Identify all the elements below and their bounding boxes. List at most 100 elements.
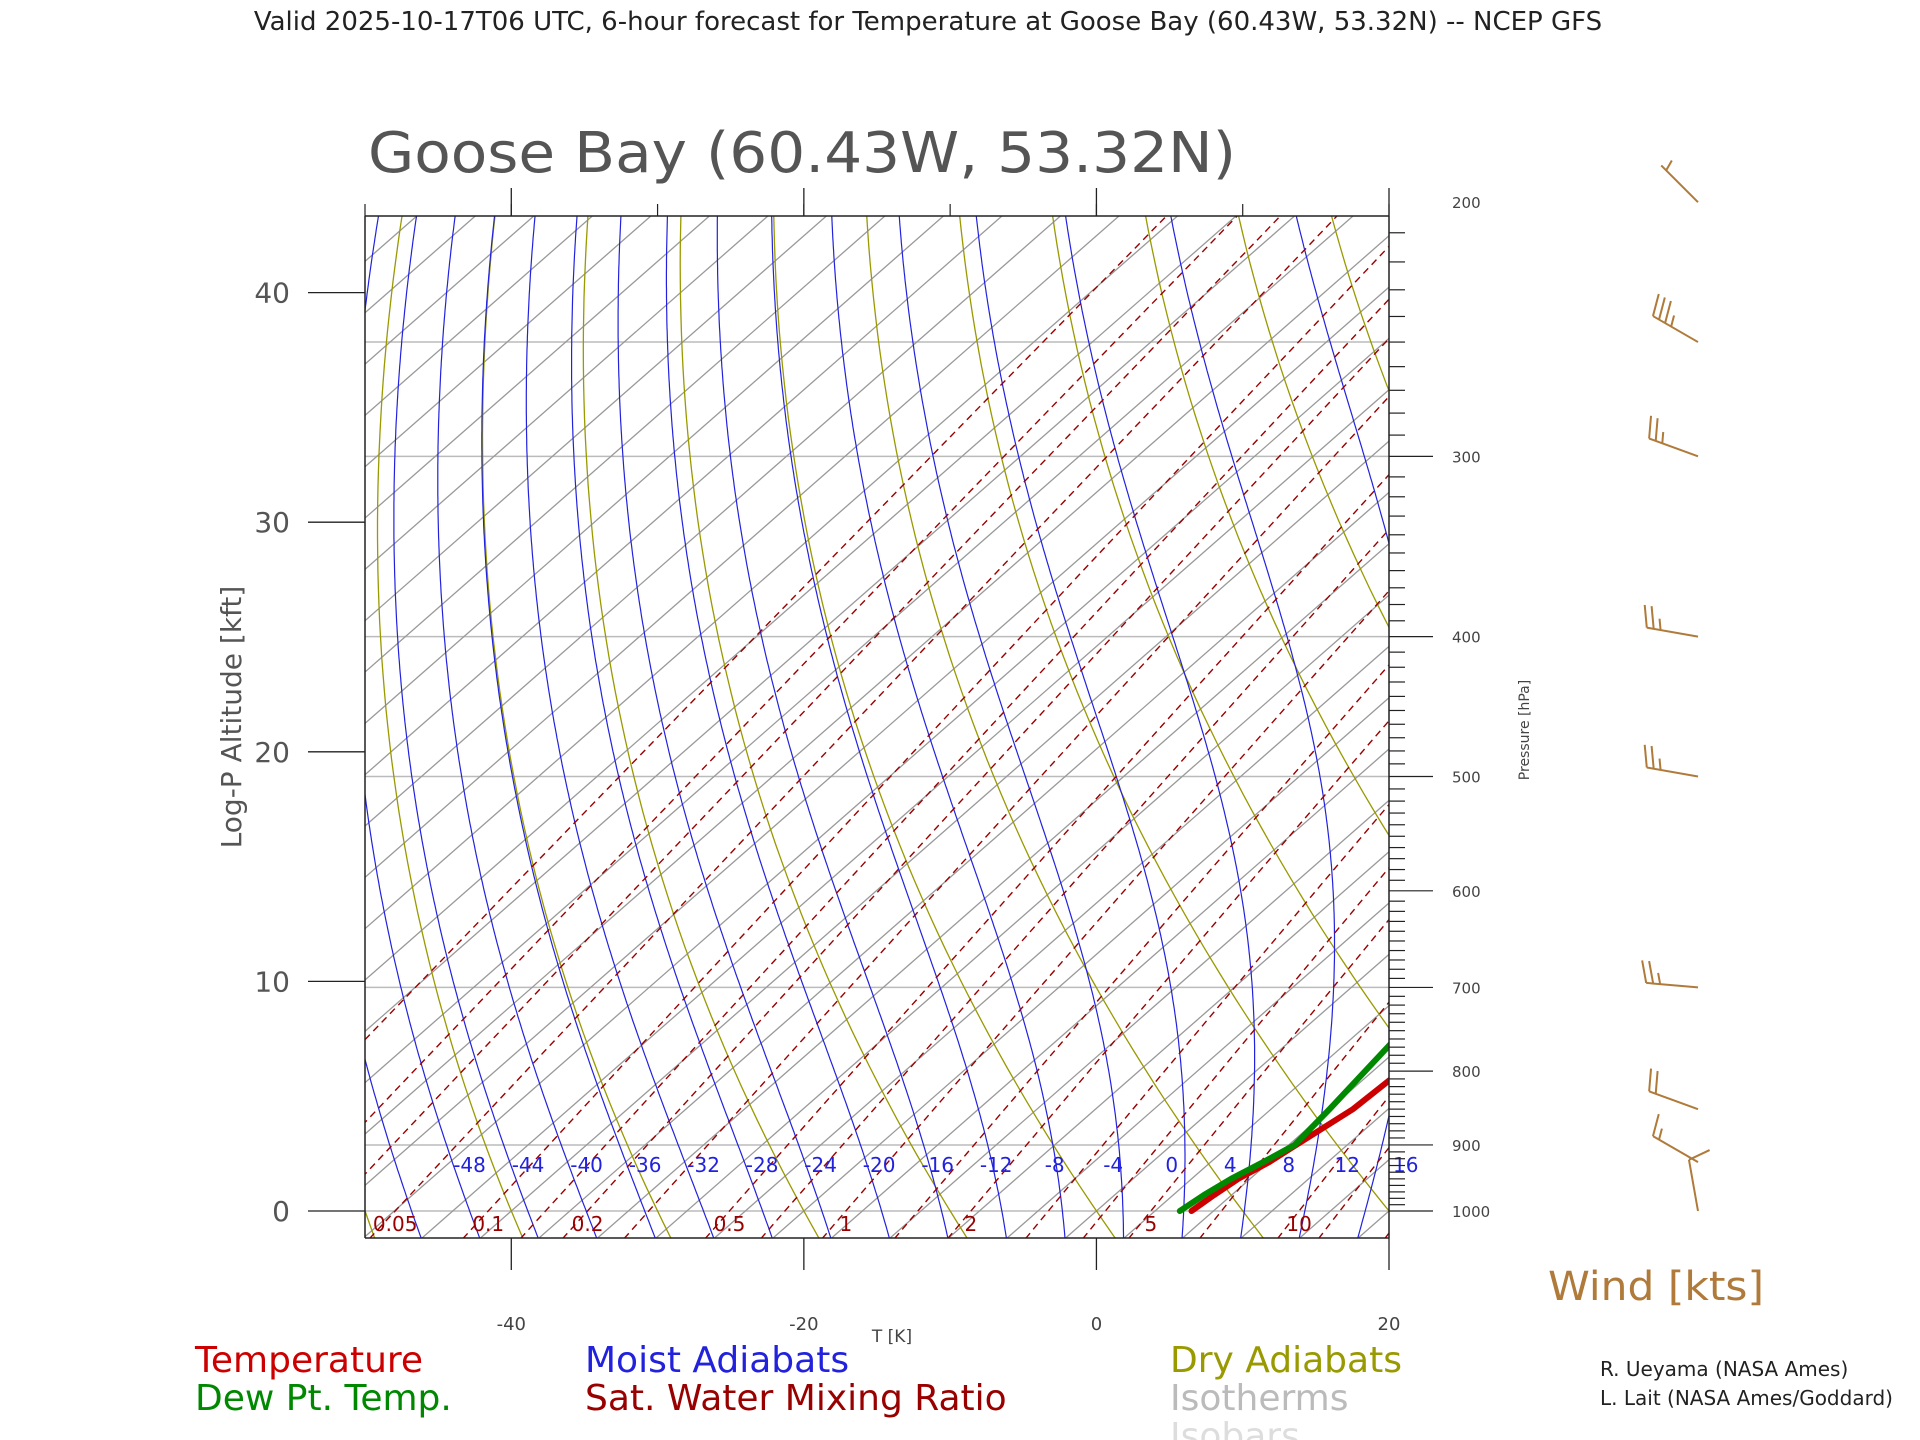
- isotherm-line: [365, 216, 1120, 879]
- wind-barb-half-flag: [1658, 758, 1662, 771]
- wind-barb-half-flag: [1658, 1128, 1663, 1140]
- isotherm-line: [0, 212, 304, 1238]
- dry-adiabat-line: [1887, 212, 1920, 1238]
- wind-barb-flag: [1650, 606, 1655, 629]
- isotherm-line: [365, 216, 1179, 930]
- moist-adiabat-line: [1475, 212, 1665, 1238]
- mixing-ratio-line: [704, 473, 1389, 1238]
- isotherm-line: [421, 388, 1389, 1238]
- pressure-tick-label: 400: [1452, 629, 1481, 647]
- isotherm-tick-label: -44: [512, 1153, 545, 1177]
- isotherm-line: [655, 594, 1389, 1238]
- credit-line-1: R. Ueyama (NASA Ames): [1600, 1357, 1848, 1381]
- mixing-ratio-line: [1082, 866, 1389, 1238]
- mixing-ratio-lines: [365, 212, 1920, 1238]
- isotherm-line: [1533, 212, 1920, 1238]
- moist-adiabat-line: [1650, 212, 1920, 1238]
- wind-barb-shaft: [1652, 315, 1699, 343]
- x-tick-label: 0: [1091, 1314, 1102, 1335]
- dry-adiabat-line: [1702, 212, 1920, 1238]
- isotherm-tick-label: 8: [1282, 1153, 1295, 1177]
- mixing-ratio-tick-label: 2: [965, 1212, 978, 1236]
- y-tick-label: 0: [272, 1195, 290, 1228]
- line-labels: -48 -44 -40 -36 -32 -28 -24 -20 -16 -12 -8 -4 0 4 8 12 1…: [373, 1153, 1419, 1236]
- pressure-tick-label: 900: [1452, 1137, 1481, 1155]
- mixing-ratio-line: [562, 337, 1389, 1238]
- moist-adiabat-line: [771, 216, 1008, 1238]
- pressure-tick-label: 800: [1452, 1063, 1481, 1081]
- isotherm-line: [365, 337, 1389, 1238]
- isotherm-tick-label: 0: [1165, 1153, 1178, 1177]
- isotherm-line: [1357, 1210, 1389, 1238]
- dewpoint-profile: [1176, 1041, 1389, 1214]
- isotherm-tick-label: -20: [863, 1153, 896, 1177]
- moist-adiabat-line: [571, 216, 773, 1238]
- pressure-tick-label: 500: [1452, 769, 1481, 787]
- isotherm-tick-label: -40: [570, 1153, 603, 1177]
- mixing-ratio-line: [1128, 918, 1389, 1238]
- mixing-ratio-line: [947, 719, 1389, 1238]
- dry-adiabat-line: [582, 216, 820, 1238]
- credit-line-2: L. Lait (NASA Ames/Goddard): [1600, 1386, 1893, 1410]
- dry-adiabat-line: [773, 216, 1116, 1238]
- isotherm-line: [1123, 1004, 1389, 1238]
- wind-barb-flag: [1641, 960, 1648, 984]
- wind-barb-shaft: [1646, 766, 1699, 778]
- mixing-ratio-tick-label: 0.05: [373, 1212, 418, 1236]
- wind-barb-flag: [1654, 418, 1659, 442]
- wind-barb: [1660, 159, 1699, 203]
- wind-barb-shaft: [1646, 626, 1699, 638]
- wind-label: Wind [kts]: [1548, 1264, 1764, 1310]
- isotherm-line: [365, 216, 886, 673]
- legend-isotherms: Isotherms: [1170, 1378, 1348, 1419]
- wind-barb: [1648, 415, 1699, 458]
- isotherm-tick-label: -4: [1103, 1153, 1123, 1177]
- pressure-tick-label: 700: [1452, 979, 1481, 997]
- dry-adiabat-line: [1423, 212, 1920, 1238]
- wind-barb-half-flag: [1658, 618, 1662, 631]
- profiles: [1176, 1041, 1389, 1214]
- dry-adiabats: [365, 212, 1920, 1238]
- mixing-ratio-tick-label: 0.1: [472, 1212, 504, 1236]
- moist-adiabat-line: [716, 216, 949, 1238]
- moist-adiabat-line: [831, 216, 1066, 1238]
- isotherm-tick-label: -16: [921, 1153, 954, 1177]
- legend-moist-adiabats: Moist Adiabats: [585, 1340, 849, 1381]
- isotherm-line: [0, 212, 11, 1238]
- y-tick-label: 30: [254, 506, 290, 539]
- mixing-ratio-line: [1491, 212, 1920, 1238]
- moist-adiabat-line: [481, 216, 656, 1238]
- isotherm-line: [0, 212, 129, 1238]
- y-tick-label: 40: [254, 277, 290, 310]
- wind-barb: [1651, 1113, 1699, 1163]
- mixing-ratio-line: [462, 245, 1389, 1238]
- isotherm-line: [365, 286, 1389, 1187]
- chart-title: Goose Bay (60.43W, 53.32N): [368, 121, 1236, 186]
- axes: -40 -20 0 200102030401000900800700600500400…: [254, 188, 1490, 1335]
- legend-temperature: Temperature: [194, 1340, 423, 1381]
- pressure-tick-label: 200: [1452, 194, 1481, 212]
- mixing-ratio-line: [365, 216, 1282, 1176]
- isotherm-line: [1592, 212, 1920, 1238]
- isotherm-line: [365, 216, 828, 622]
- wind-barb-half-flag: [1665, 159, 1673, 171]
- dry-adiabat-line: [365, 1208, 376, 1238]
- isotherm-line: [596, 542, 1389, 1238]
- wind-barb-flag: [1643, 604, 1648, 628]
- isotherm-line: [830, 748, 1389, 1238]
- wind-barb-flag: [1648, 1068, 1653, 1092]
- isotherm-line: [1240, 1107, 1389, 1238]
- moist-adiabat-line: [1592, 212, 1920, 1238]
- x-tick-label: 20: [1378, 1314, 1401, 1335]
- isotherm-tick-label: -12: [980, 1153, 1013, 1177]
- mixing-ratio-tick-label: 10: [1286, 1212, 1311, 1236]
- isotherm-line: [1416, 212, 1920, 1238]
- isotherm-line: [1181, 1056, 1389, 1238]
- pressure-tick-label: 1000: [1452, 1203, 1490, 1221]
- wind-barb-flag: [1654, 1070, 1659, 1094]
- isotherm-tick-label: -48: [453, 1153, 486, 1177]
- isotherm-line: [1650, 212, 1920, 1238]
- isotherm-line: [0, 212, 187, 1238]
- isotherm-line: [365, 216, 535, 365]
- mixing-ratio-line: [623, 395, 1389, 1238]
